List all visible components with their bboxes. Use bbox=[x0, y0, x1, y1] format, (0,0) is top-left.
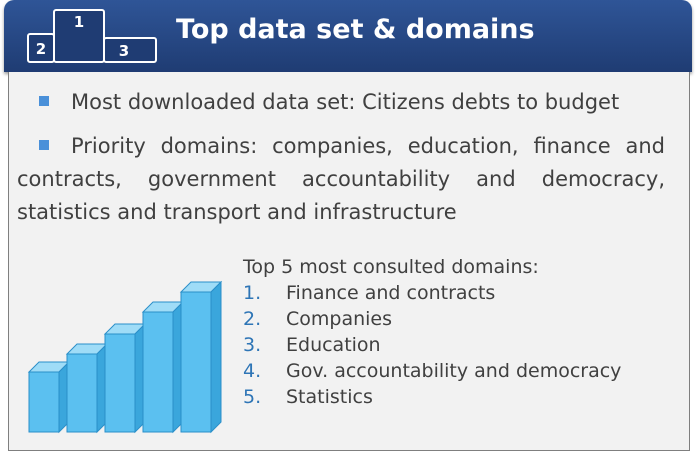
list-item: 4. Gov. accountability and democracy bbox=[243, 360, 621, 382]
list-number: 3. bbox=[243, 334, 262, 356]
title: Top data set & domains bbox=[176, 14, 535, 45]
podium-label: 2 bbox=[36, 40, 46, 58]
list-item: 1. Finance and contracts bbox=[243, 282, 495, 304]
list-item: 2. Companies bbox=[243, 308, 392, 330]
bullet-square bbox=[39, 140, 49, 150]
list-number: 2. bbox=[243, 308, 262, 330]
list-text: Companies bbox=[286, 308, 393, 330]
podium-icon: 2 1 3 bbox=[27, 9, 157, 63]
podium-label: 1 bbox=[74, 13, 84, 31]
bullet: Priority domains: companies, education, … bbox=[17, 130, 665, 229]
list-number: 1. bbox=[243, 282, 262, 304]
podium-step bbox=[103, 37, 157, 63]
list-text: Statistics bbox=[286, 386, 373, 408]
bar-chart-icon bbox=[27, 280, 223, 434]
list-text: Gov. accountability and democracy bbox=[286, 360, 622, 382]
header-bar: 2 1 3 Top data set & domains bbox=[4, 0, 692, 72]
list-number: 5. bbox=[243, 386, 262, 408]
podium-label: 3 bbox=[119, 42, 129, 60]
list-item: 3. Education bbox=[243, 334, 381, 356]
bullet-text: Most downloaded data set: Citizens debts… bbox=[71, 90, 620, 114]
list-item: 5. Statistics bbox=[243, 386, 373, 408]
list-text: Finance and contracts bbox=[286, 282, 496, 304]
bullet-text: Priority domains: companies, education, … bbox=[17, 134, 665, 224]
content-box: Most downloaded data set: Citizens debts… bbox=[8, 72, 690, 451]
podium-step bbox=[53, 9, 105, 63]
bullet: Most downloaded data set: Citizens debts… bbox=[39, 86, 619, 119]
list-text: Education bbox=[286, 334, 381, 356]
list-number: 4. bbox=[243, 360, 262, 382]
list-title: Top 5 most consulted domains: bbox=[243, 256, 539, 278]
bullet-square bbox=[39, 96, 49, 106]
